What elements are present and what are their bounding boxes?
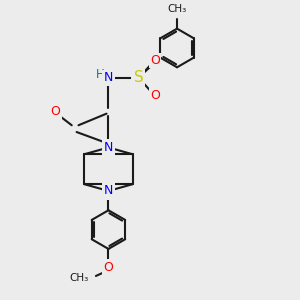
Text: O: O xyxy=(150,89,160,102)
Text: CH₃: CH₃ xyxy=(69,273,88,283)
Text: N: N xyxy=(104,184,113,197)
Text: CH₃: CH₃ xyxy=(167,4,187,14)
Text: O: O xyxy=(150,54,160,67)
Text: N: N xyxy=(104,141,113,154)
Text: H: H xyxy=(95,68,104,80)
Text: N: N xyxy=(104,71,113,84)
Text: O: O xyxy=(103,261,113,274)
Text: O: O xyxy=(50,105,60,118)
Text: S: S xyxy=(134,70,143,86)
